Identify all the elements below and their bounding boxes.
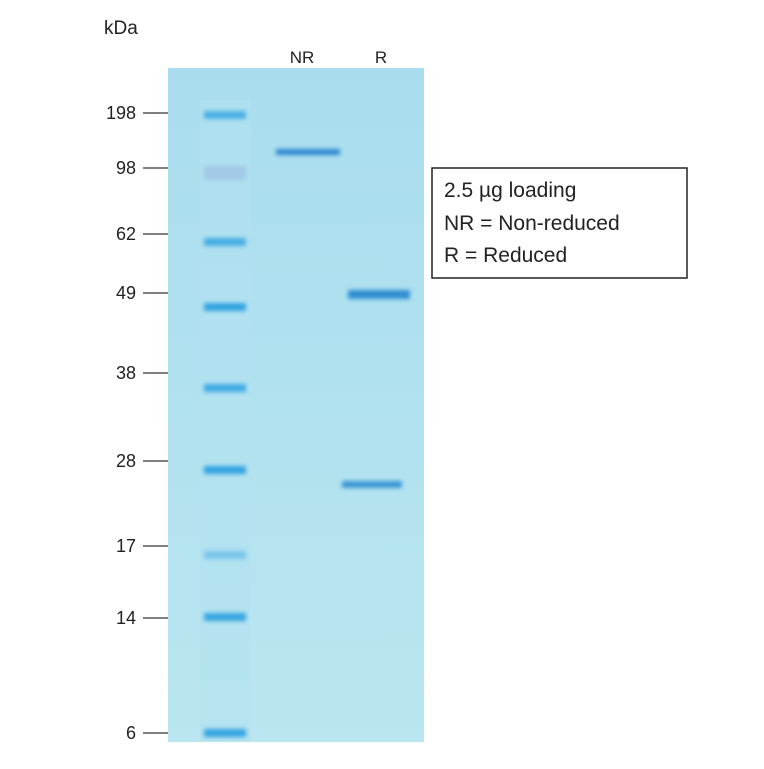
band <box>348 290 410 299</box>
lane-label: NR <box>290 48 315 67</box>
ladder-band <box>204 466 246 474</box>
legend-line: R = Reduced <box>444 244 567 267</box>
ladder-band <box>204 613 246 621</box>
ladder-band <box>204 303 246 311</box>
legend-box <box>431 167 688 279</box>
ladder-bands <box>204 111 246 737</box>
ladder-band <box>204 551 246 559</box>
ladder-band <box>204 166 246 180</box>
band <box>276 149 340 155</box>
marker-label: 38 <box>116 363 136 383</box>
marker-label: 98 <box>116 158 136 178</box>
marker-label: 28 <box>116 451 136 471</box>
marker-label: 49 <box>116 283 136 303</box>
band <box>342 481 402 488</box>
ladder-band <box>204 238 246 246</box>
unit-label: kDa <box>104 18 138 39</box>
marker-label: 198 <box>106 103 136 123</box>
ladder-band <box>204 729 246 737</box>
ladder-band <box>204 111 246 119</box>
marker-axis: 198 98 62 49 38 28 17 14 6 <box>106 103 168 743</box>
marker-label: 62 <box>116 224 136 244</box>
legend-line: NR = Non-reduced <box>444 212 620 235</box>
ladder-band <box>204 384 246 392</box>
marker-label: 14 <box>116 608 136 628</box>
marker-label: 17 <box>116 536 136 556</box>
legend-line: 2.5 µg loading <box>444 179 576 202</box>
sample-bands <box>276 149 410 488</box>
marker-label: 6 <box>126 723 136 743</box>
lane-label: R <box>375 48 387 67</box>
ladder-lane <box>200 100 250 740</box>
